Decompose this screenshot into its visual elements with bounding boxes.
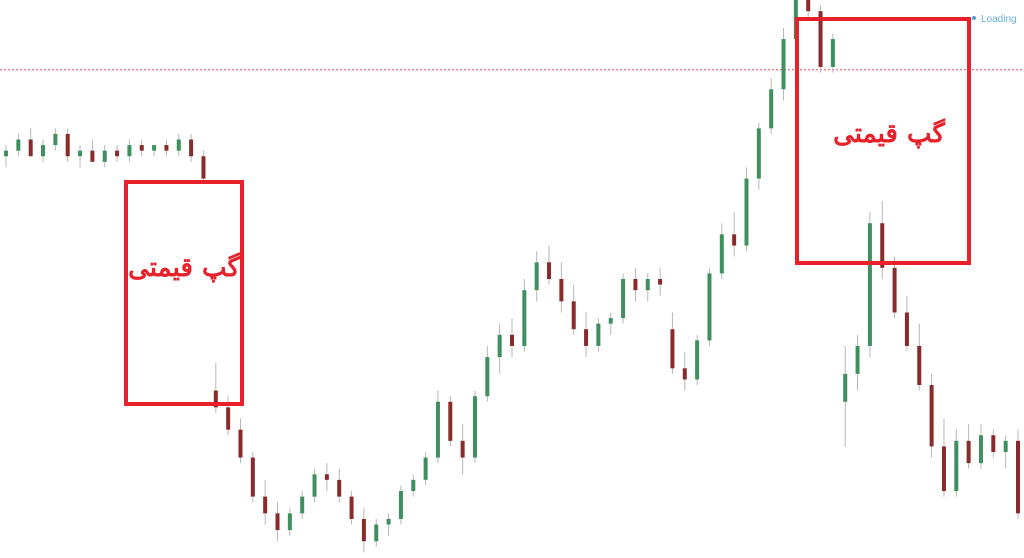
candle-body (238, 429, 243, 458)
candle-body (904, 312, 909, 346)
candle-body (176, 139, 181, 151)
candle-body (658, 279, 663, 285)
candle-body (880, 223, 885, 268)
candle-body (164, 145, 169, 151)
candle-body (263, 496, 268, 514)
candle-body (435, 401, 440, 458)
candle-body (275, 513, 280, 531)
candle-body (584, 329, 589, 346)
candle-body (941, 446, 946, 492)
candle-body (756, 128, 761, 179)
annotation-box (124, 180, 244, 406)
candle-body (78, 150, 83, 157)
candle-body (855, 345, 860, 374)
candle-body (460, 440, 465, 458)
candle-body (547, 262, 552, 279)
candle-body (781, 39, 786, 90)
candle-body (670, 329, 675, 369)
candle-body (287, 513, 292, 531)
candle-body (337, 479, 342, 497)
candle-body (201, 156, 206, 179)
candle-body (707, 273, 712, 341)
candle-body (719, 234, 724, 274)
candle-body (978, 435, 983, 464)
annotation-box (795, 17, 971, 265)
candle-body (497, 334, 502, 358)
candle-body (398, 491, 403, 519)
candle-body (139, 145, 144, 151)
candle-body (1003, 440, 1008, 452)
candle-body (324, 474, 329, 480)
candle-body (645, 279, 650, 291)
candle-body (349, 496, 354, 519)
candle-body (559, 279, 564, 302)
candle-body (386, 518, 391, 525)
candle-body (423, 457, 428, 480)
candle-body (534, 262, 539, 291)
candle-body (991, 435, 996, 452)
candle-body (152, 145, 157, 151)
candle-body (28, 139, 33, 157)
candle-body (633, 279, 638, 291)
candle-body (448, 401, 453, 441)
annotation: گپ قیمتی (128, 252, 240, 283)
candle-body (929, 385, 934, 447)
candle-body (411, 479, 416, 492)
candle-body (917, 345, 922, 386)
candle-body (127, 145, 132, 157)
candle-body (189, 139, 194, 157)
candle-body (966, 440, 971, 464)
candle-body (806, 0, 811, 12)
candle-body (250, 457, 255, 497)
candle-body (608, 318, 613, 324)
candle-body (374, 524, 379, 542)
candle-body (1016, 440, 1020, 514)
candle-body (4, 150, 8, 157)
candle-body (867, 223, 872, 346)
status-dot (972, 16, 976, 20)
candle-body (213, 390, 218, 408)
candle-body (621, 279, 626, 319)
candle-body (744, 178, 749, 246)
candle-body (510, 334, 514, 346)
candle-body (361, 518, 366, 542)
candle-body (312, 474, 317, 497)
candle-body (300, 496, 305, 514)
candle-body (830, 39, 835, 67)
candle-body (732, 234, 737, 246)
candle-body (115, 150, 120, 157)
status: Loading (981, 14, 1017, 25)
candle-body (695, 340, 700, 380)
candle-body (102, 150, 107, 162)
candle-body (226, 407, 231, 430)
candle-body (843, 373, 848, 402)
candle-body (41, 145, 46, 157)
candle-body (571, 301, 576, 330)
candle-body (522, 290, 527, 346)
candle-body (596, 323, 601, 346)
candle-body (90, 150, 95, 162)
candle-body (65, 133, 70, 157)
candle-body (954, 440, 959, 492)
candle-body (818, 11, 823, 67)
candle-body (53, 133, 58, 146)
candle-body (892, 267, 897, 313)
candle-body (16, 139, 21, 151)
candle-body (682, 368, 687, 380)
candle-body (769, 89, 774, 129)
annotation: گپ قیمتی (833, 118, 945, 149)
candle-body (485, 357, 490, 397)
candle-body (472, 396, 477, 458)
